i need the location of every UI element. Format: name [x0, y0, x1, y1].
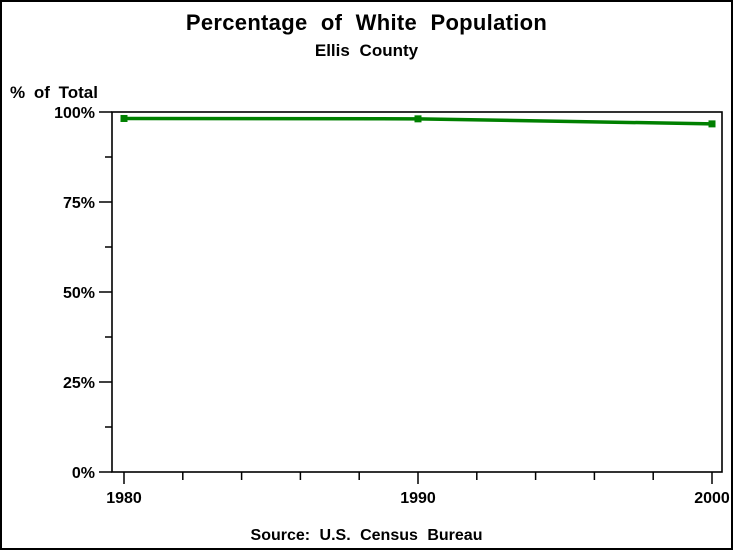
chart-title: Percentage of White Population: [185, 10, 548, 35]
plot-frame: [111, 111, 723, 473]
source-note: Source: U.S. Census Bureau: [250, 527, 483, 544]
data-point-marker: [708, 120, 716, 128]
chart-subtitle: Ellis County: [314, 41, 419, 60]
data-point-marker: [414, 115, 422, 123]
y-tick-label: 100%: [54, 105, 95, 122]
y-tick-label: 0%: [72, 465, 95, 482]
x-tick-label: 2000: [694, 490, 730, 507]
y-tick-label: 50%: [63, 285, 95, 302]
y-tick-label: 25%: [63, 375, 95, 392]
y-axis-label: % of Total: [10, 83, 98, 102]
y-tick-label: 75%: [63, 195, 95, 212]
x-tick-label: 1990: [400, 490, 436, 507]
data-point-marker: [120, 114, 128, 122]
x-tick-label: 1980: [106, 490, 142, 507]
